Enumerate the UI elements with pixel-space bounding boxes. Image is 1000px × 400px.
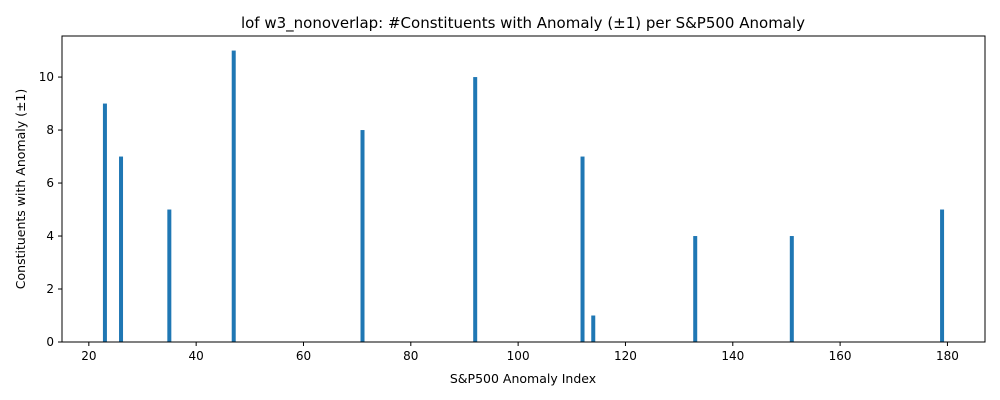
y-tick-label: 2 xyxy=(46,282,54,296)
y-tick-label: 10 xyxy=(39,70,54,84)
bar-92 xyxy=(473,77,478,342)
x-tick-label: 20 xyxy=(81,349,96,363)
bar-47 xyxy=(231,50,236,342)
x-tick-label: 180 xyxy=(936,349,959,363)
x-axis-ticks: 20 40 60 80 100 120 140 160 180 xyxy=(81,342,959,363)
y-axis-title: Constituents with Anomaly (±1) xyxy=(13,89,28,289)
bar-71 xyxy=(360,130,365,342)
y-axis-ticks: 0 2 4 6 8 10 xyxy=(39,70,62,349)
y-tick-label: 4 xyxy=(46,229,54,243)
bar-179 xyxy=(940,209,945,342)
plot-frame xyxy=(61,35,986,343)
x-tick-label: 80 xyxy=(403,349,418,363)
bar-23 xyxy=(102,103,107,342)
chart-title: lof w3_nonoverlap: #Constituents with An… xyxy=(241,14,805,33)
y-tick-label: 0 xyxy=(46,335,54,349)
bar-35 xyxy=(167,209,172,342)
bar-133 xyxy=(693,236,698,342)
x-tick-label: 160 xyxy=(829,349,852,363)
bar-112 xyxy=(580,156,585,342)
bars-group xyxy=(102,50,945,342)
x-axis-title: S&P500 Anomaly Index xyxy=(450,371,596,386)
y-tick-label: 8 xyxy=(46,123,54,137)
x-tick-label: 140 xyxy=(721,349,744,363)
x-tick-label: 60 xyxy=(296,349,311,363)
x-tick-label: 120 xyxy=(614,349,637,363)
bar-114 xyxy=(591,315,596,342)
bar-26 xyxy=(119,156,124,342)
x-tick-label: 40 xyxy=(189,349,204,363)
bar-151 xyxy=(789,236,794,342)
y-tick-label: 6 xyxy=(46,176,54,190)
x-tick-label: 100 xyxy=(507,349,530,363)
